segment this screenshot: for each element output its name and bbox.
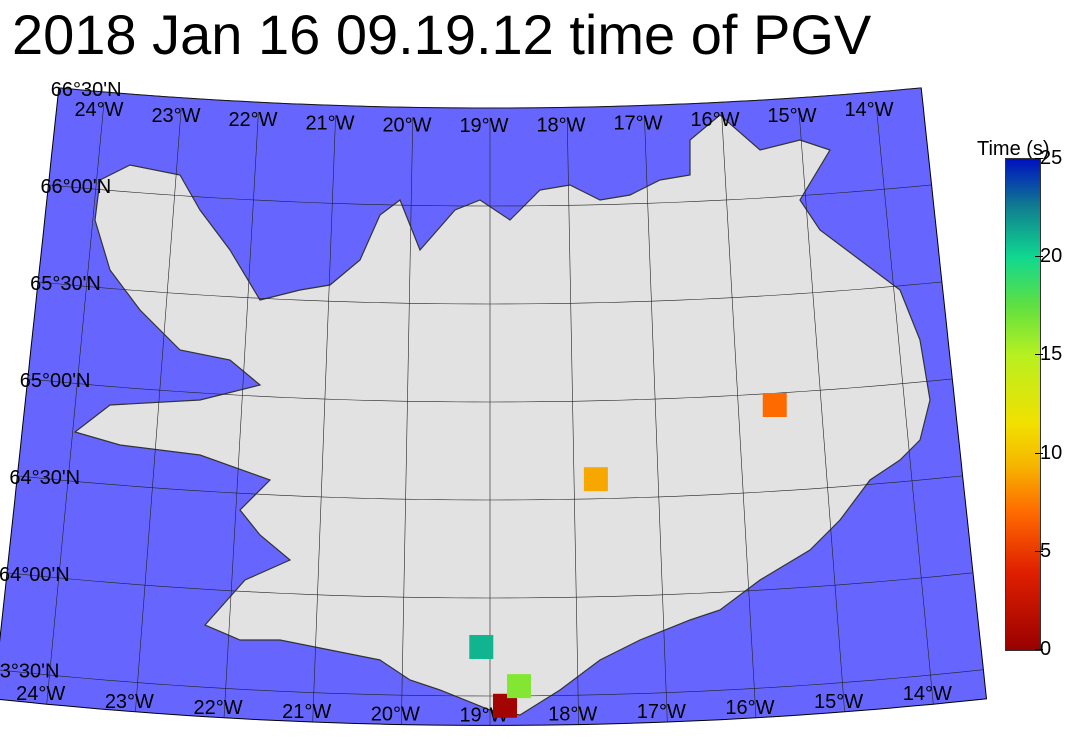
colorbar-tick-mark: [1035, 158, 1043, 159]
meridian-line: [312, 115, 336, 723]
meridian-line: [401, 117, 414, 725]
lon-label-bottom: 14°W: [903, 683, 952, 705]
lat-label: 64°00'N: [0, 564, 70, 586]
lat-label: 65°00'N: [20, 370, 91, 392]
colorbar-title: Time (s): [977, 138, 1050, 160]
lon-label-top: 23°W: [151, 105, 200, 127]
station-marker: [583, 467, 608, 492]
stations: [469, 393, 787, 718]
colorbar-tick-label: 15: [1040, 343, 1063, 366]
graticule: [0, 87, 984, 726]
meridian-line: [566, 117, 579, 725]
lon-label-top: 22°W: [228, 109, 277, 131]
map-title: 2018 Jan 16 09.19.12 time of PGV: [12, 3, 872, 66]
colorbar-tick-mark: [1035, 256, 1043, 258]
lon-label-bottom: 15°W: [814, 691, 863, 713]
lon-label-top: 19°W: [459, 115, 508, 137]
lon-label-bottom: 24°W: [16, 683, 65, 705]
meridian-line: [875, 101, 934, 705]
meridian-line: [135, 107, 182, 712]
colorbar-tick-mark: [1035, 354, 1043, 356]
lon-label-top: 20°W: [382, 114, 431, 136]
lon-label-top: 21°W: [305, 112, 354, 134]
colorbar-tick-label: 5: [1040, 539, 1052, 562]
meridian-line: [223, 111, 259, 718]
lon-label-top: 14°W: [844, 99, 893, 121]
lon-label-bottom: 17°W: [637, 701, 686, 723]
meridian-line: [721, 111, 757, 718]
lon-label-bottom: 22°W: [193, 697, 242, 719]
lat-label: 66°00'N: [40, 176, 111, 198]
lon-label-bottom: 20°W: [371, 704, 420, 726]
lon-label-top: 15°W: [767, 105, 816, 127]
station-marker: [493, 693, 518, 718]
colorbar: [1005, 158, 1041, 651]
lon-label-top: 24°W: [74, 99, 123, 121]
lat-label: 66°30'N: [51, 79, 122, 101]
colorbar-tick-mark: [1035, 649, 1043, 650]
meridian-line: [644, 115, 668, 723]
lon-label-top: 17°W: [613, 112, 662, 134]
lat-label: 64°30'N: [9, 467, 80, 489]
colorbar-tick-mark: [1035, 452, 1043, 454]
parallel-line: [58, 87, 922, 109]
iceland-landmass: [73, 114, 931, 716]
lat-label: 63°30'N: [0, 661, 59, 683]
station-marker: [507, 674, 532, 699]
colorbar-tick-label: 25: [1040, 147, 1063, 169]
graticule-labels: 66°30'N 66°00'N 65°30'N 65°00'N 64°30'N 64°00…: [0, 79, 952, 726]
meridian-line: [46, 101, 105, 705]
station-marker: [762, 393, 787, 418]
station-marker: [469, 634, 494, 659]
lon-label-bottom: 18°W: [548, 704, 597, 726]
meridian-line: [798, 107, 845, 712]
colorbar-tick-label: 10: [1040, 441, 1063, 464]
lon-label-top: 16°W: [690, 109, 739, 131]
lon-label-bottom: 16°W: [725, 697, 774, 719]
lon-label-bottom: 23°W: [105, 691, 154, 713]
lon-label-bottom: 21°W: [282, 701, 331, 723]
lon-label-top: 18°W: [536, 114, 585, 136]
colorbar-tick-label: 20: [1040, 245, 1063, 268]
colorbar-tick-mark: [1035, 550, 1043, 552]
colorbar-tick-label: 0: [1040, 638, 1052, 660]
lat-label: 65°30'N: [30, 273, 101, 295]
